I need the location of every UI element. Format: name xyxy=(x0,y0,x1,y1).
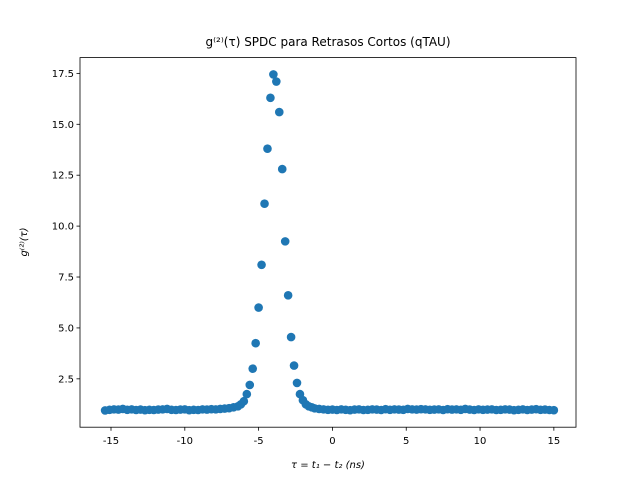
scatter-point xyxy=(239,396,249,406)
y-tick-label: 2.5 xyxy=(58,374,74,385)
x-tick-label: -15 xyxy=(103,436,119,447)
y-tick-label: 10.0 xyxy=(52,222,74,233)
y-tick-label: 15.0 xyxy=(52,120,74,131)
y-tick-label: 17.5 xyxy=(52,69,74,80)
scatter-point xyxy=(248,364,258,373)
scatter-point xyxy=(280,237,290,246)
x-tick-label: 10 xyxy=(474,436,487,447)
scatter-point xyxy=(277,164,287,174)
y-axis-label: g⁽²⁾(τ) xyxy=(19,227,30,256)
x-tick-label: -10 xyxy=(177,436,193,447)
x-tick-label: 15 xyxy=(547,436,560,447)
x-tick-label: 0 xyxy=(329,436,335,447)
scatter-point xyxy=(286,332,296,342)
y-tick-label: 7.5 xyxy=(58,273,74,284)
y-tick-label: 5.0 xyxy=(58,323,74,334)
y-tick-label: 12.5 xyxy=(52,171,74,182)
x-axis-label: τ = t₁ − t₂ (ns) xyxy=(291,460,365,471)
scatter-point xyxy=(283,291,293,300)
scatter-point xyxy=(263,144,272,154)
scatter-point xyxy=(269,70,278,79)
scatter-point xyxy=(549,405,559,415)
chart-title: g⁽²⁾(τ) SPDC para Retrasos Cortos (qTAU) xyxy=(205,35,450,49)
scatter-point xyxy=(242,389,252,399)
scatter-point xyxy=(245,380,255,390)
scatter-point xyxy=(260,199,269,209)
scatter-point xyxy=(257,260,266,270)
scatter-point xyxy=(266,93,275,103)
scatter-point xyxy=(272,77,281,86)
x-tick-label: -5 xyxy=(254,436,264,447)
scatter-point xyxy=(292,378,302,388)
scatter-point xyxy=(289,361,299,370)
x-tick-label: 5 xyxy=(403,436,409,447)
plot-area xyxy=(100,70,559,415)
axes-frame xyxy=(79,57,577,428)
scatter-point xyxy=(274,107,284,117)
scatter-point xyxy=(251,338,260,348)
scatter-point xyxy=(254,303,263,312)
